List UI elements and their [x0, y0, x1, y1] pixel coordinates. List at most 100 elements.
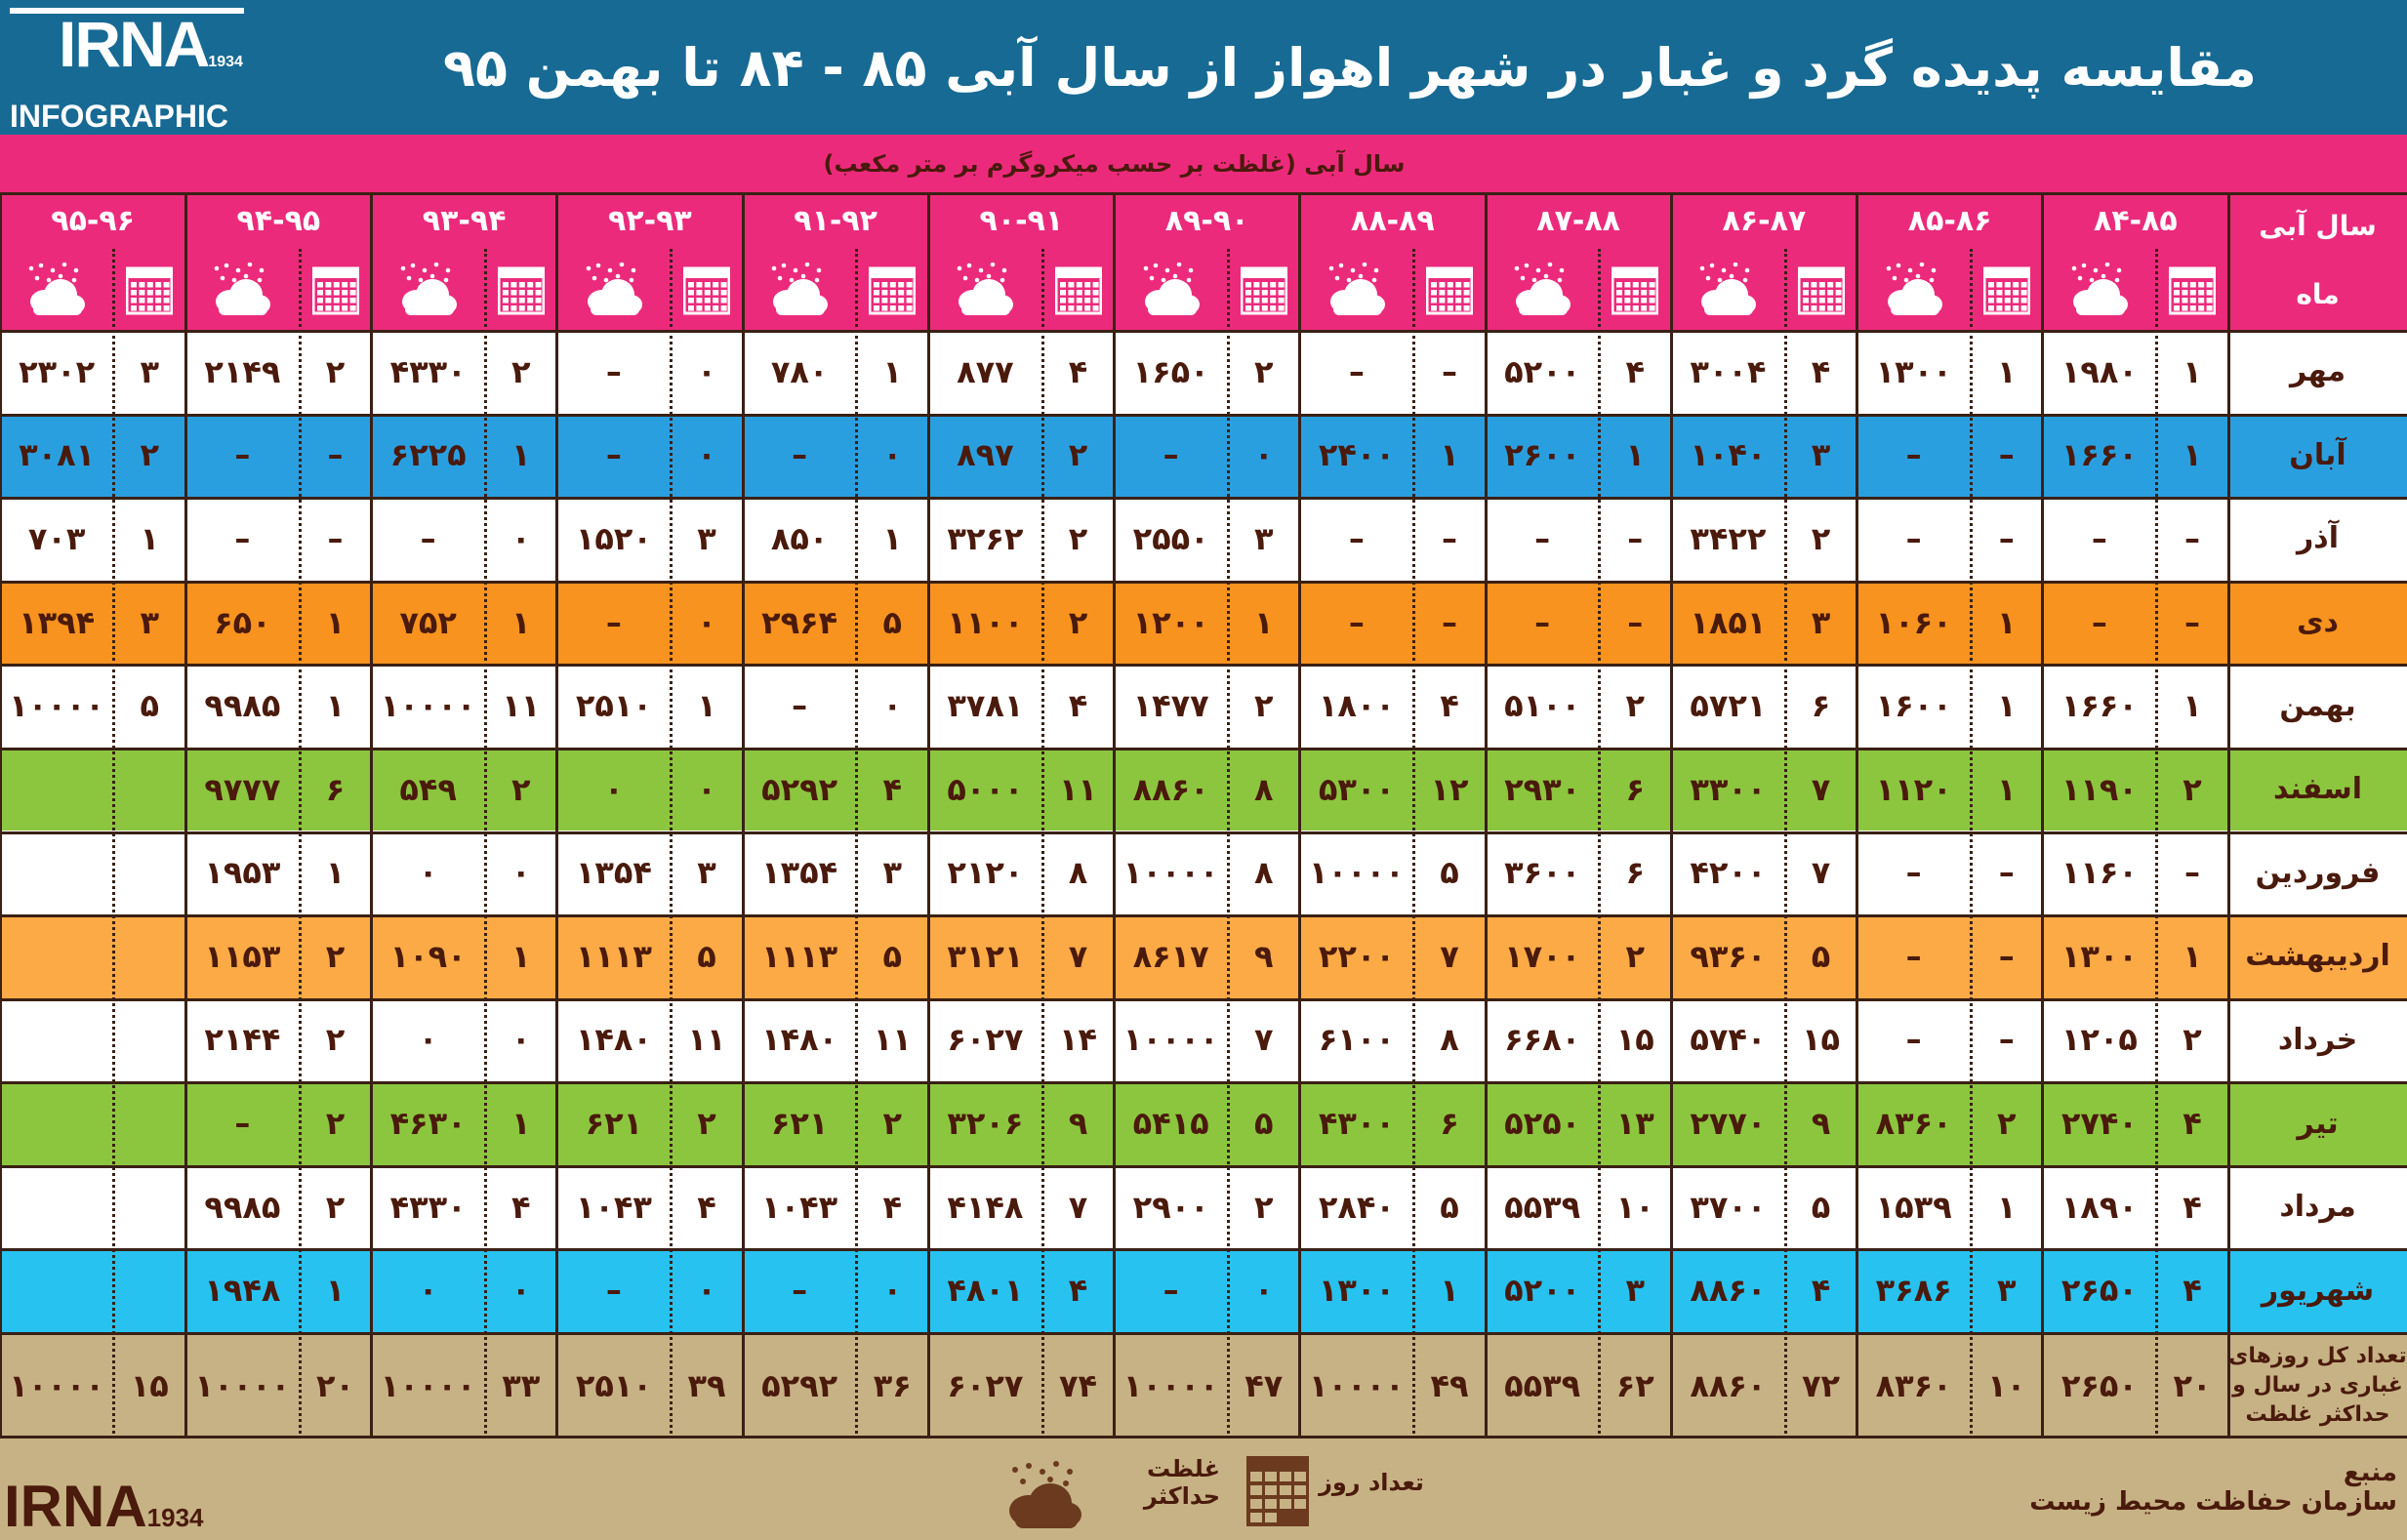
dotted-line	[855, 249, 859, 1439]
column-line	[1113, 192, 1116, 1439]
total-days: ۳۳	[502, 1366, 541, 1404]
total-concentration: ۶۰۲۷	[947, 1366, 1024, 1404]
day-count: ۴	[882, 1188, 903, 1226]
day-count: –	[1442, 519, 1457, 557]
total-concentration: ۵۲۹۲	[761, 1366, 838, 1404]
max-concentration: ۷۸۰	[770, 352, 829, 390]
day-count: ۲	[325, 937, 346, 975]
day-count: ۱۲	[1430, 770, 1469, 808]
day-count: ۷	[1068, 1188, 1088, 1226]
day-count: –	[2184, 519, 2200, 557]
day-count: ۰	[882, 436, 903, 474]
max-concentration: –	[605, 436, 622, 474]
max-concentration: –	[605, 1272, 622, 1310]
calendar-cell	[1413, 249, 1486, 330]
max-concentration: ۲۹۰۰	[1132, 1188, 1209, 1226]
row-bg	[0, 1164, 2407, 1249]
year-header: ۹۰-۹۱	[979, 203, 1064, 238]
calendar-cell	[485, 249, 557, 330]
max-concentration: ۶۲۱	[770, 1105, 829, 1143]
max-concentration: ۲۵۱۰	[575, 687, 652, 725]
max-concentration: ۲۹۳۰	[1504, 770, 1581, 808]
day-count: ۰	[697, 352, 716, 390]
max-concentration: ۱۰۶۰	[1875, 603, 1952, 641]
max-concentration: ۲۳۰۲	[19, 352, 96, 390]
day-count: ۱	[2183, 687, 2202, 725]
max-concentration: ۰	[604, 770, 624, 808]
max-concentration: –	[792, 436, 808, 474]
dotted-line	[1598, 249, 1602, 1439]
max-concentration: ۲۷۷۰	[1690, 1105, 1767, 1143]
cloud-icon	[1143, 262, 1200, 315]
max-concentration: –	[1348, 352, 1365, 390]
max-concentration: ۱۶۶۰	[2060, 687, 2138, 725]
day-count: ۱	[697, 687, 716, 725]
max-concentration: ۵۵۳۹	[1504, 1188, 1581, 1226]
max-concentration: –	[420, 519, 436, 557]
day-count: ۳	[1811, 603, 1831, 641]
footer-logo-name: IRNA	[4, 1474, 147, 1539]
day-count: ۵	[882, 937, 903, 975]
max-concentration: ۱۰۴۰	[1690, 436, 1767, 474]
day-count: –	[2184, 854, 2200, 892]
month: مرداد	[2279, 1190, 2356, 1225]
max-concentration: ۳۷۸۱	[947, 687, 1024, 725]
max-concentration: ۱۹۸۰	[2060, 352, 2138, 390]
year-header: ۸۵-۸۶	[1907, 203, 1992, 238]
day-count: ۰	[510, 854, 531, 892]
dotted-line	[1969, 249, 1973, 1439]
dotted-line	[670, 249, 673, 1439]
cloud-cell	[372, 249, 485, 330]
total-days: ۷۲	[1801, 1366, 1841, 1404]
day-count: ۱	[1996, 770, 2017, 808]
day-count: ۸	[1253, 854, 1274, 892]
max-concentration: ۱۰۴۳	[575, 1188, 652, 1226]
calendar-cell	[856, 249, 928, 330]
day-count: ۲	[2183, 770, 2202, 808]
day-count: ۰	[510, 1021, 531, 1059]
cloud-icon	[771, 262, 829, 315]
max-concentration: ۳۰۸۱	[19, 436, 96, 474]
total-concentration: ۱۰۰۰۰	[1122, 1366, 1219, 1404]
month: تیر	[2297, 1106, 2339, 1141]
day-count: ۸	[1253, 770, 1274, 808]
max-concentration: ۱۸۰۰	[1318, 687, 1395, 725]
day-count: ۶	[1811, 687, 1831, 725]
total-days: ۲۰	[2173, 1366, 2212, 1404]
day-count: –	[1442, 352, 1457, 390]
day-count: –	[1998, 937, 2015, 975]
day-count: ۱۱	[687, 1021, 726, 1059]
day-count: ۵	[1440, 1188, 1459, 1226]
day-count: ۲	[1625, 687, 1646, 725]
max-concentration: ۴۶۳۰	[389, 1105, 467, 1143]
calendar-cell	[300, 249, 372, 330]
caption-band	[0, 135, 2407, 192]
day-count: ۴	[1440, 687, 1459, 725]
max-concentration: ۴۱۴۸	[947, 1188, 1024, 1226]
cloud-cell	[0, 249, 113, 330]
day-count: ۵	[697, 937, 716, 975]
max-concentration: ۶۲۱	[585, 1105, 643, 1143]
month: اردیبهشت	[2245, 939, 2390, 974]
max-concentration: ۵۷۲۱	[1690, 687, 1767, 725]
year-header: ۸۹-۹۰	[1164, 203, 1249, 238]
max-concentration: ۵۲۵۰	[1504, 1105, 1581, 1143]
max-concentration: ۷۰۳	[27, 519, 86, 557]
max-concentration: ۱۶۵۰	[1132, 352, 1209, 390]
max-concentration: ۴۳۰۰	[1318, 1105, 1395, 1143]
dotted-line	[483, 249, 487, 1439]
max-concentration: ۵۲۹۲	[761, 770, 838, 808]
max-concentration: ۳۳۰۰	[1690, 770, 1767, 808]
day-count: ۰	[697, 436, 716, 474]
max-concentration: ۱۸۵۱	[1690, 603, 1767, 641]
max-concentration: ۹۳۶۰	[1690, 937, 1767, 975]
day-count: ۲	[1253, 687, 1274, 725]
day-count: ۰	[882, 687, 903, 725]
day-count: ۸	[1068, 854, 1088, 892]
day-count: ۳	[1811, 436, 1831, 474]
max-concentration: ۲۴۰۰	[1318, 436, 1395, 474]
month: خرداد	[2277, 1022, 2358, 1057]
day-count: ۰	[1253, 1272, 1274, 1310]
day-count: ۵	[1811, 937, 1831, 975]
year-header: ۹۴-۹۵	[236, 203, 321, 238]
